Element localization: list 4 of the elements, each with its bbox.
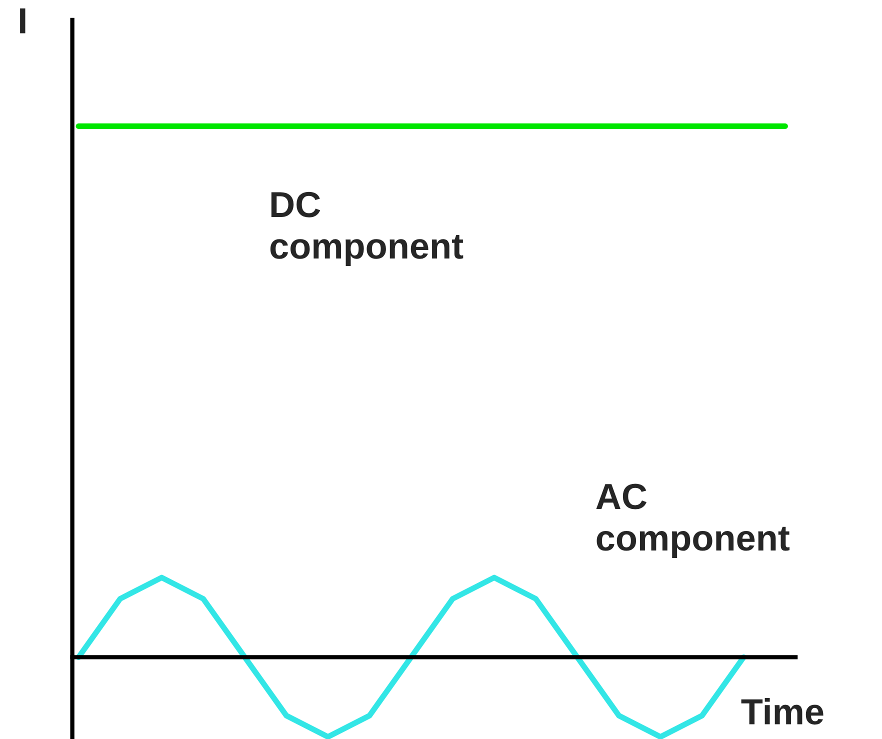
annotation: AC component	[596, 484, 790, 558]
annotation: DC component	[270, 192, 464, 266]
y-axis-title: I	[20, 8, 26, 34]
x-axis-title: Time	[741, 698, 824, 725]
